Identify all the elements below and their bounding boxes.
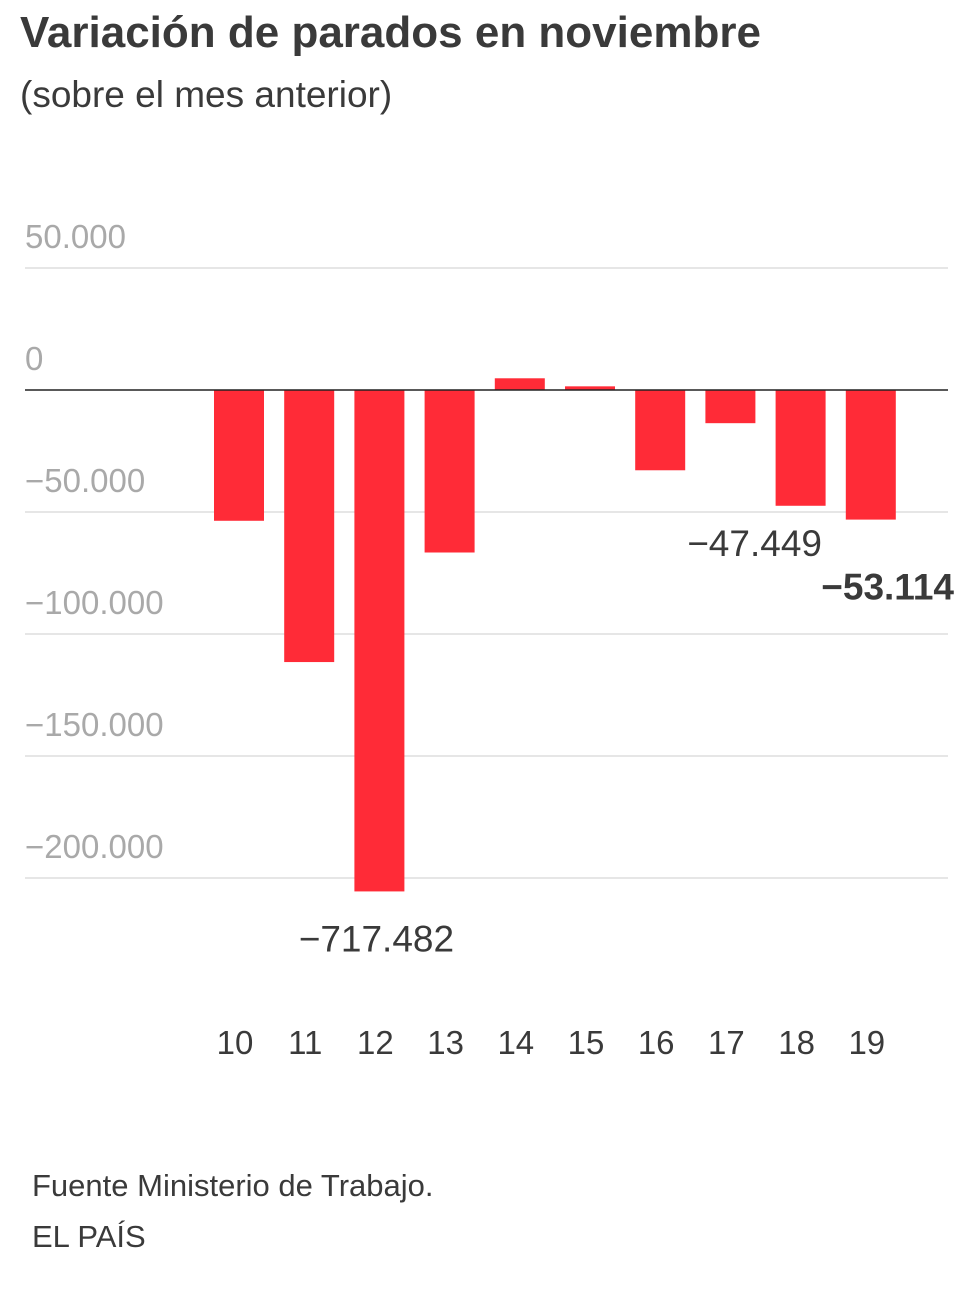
bar [354,390,405,892]
y-tick-label: −50.000 [25,462,145,499]
x-tick-label: 17 [708,1024,745,1061]
bar [424,390,475,553]
x-tick-label: 16 [638,1024,675,1061]
x-tick-label: 13 [427,1024,464,1061]
bar [775,390,826,506]
x-tick-label: 14 [497,1024,534,1061]
bar [565,386,615,390]
chart-title: Variación de parados en noviembre [20,8,761,57]
chart-subtitle: (sobre el mes anterior) [20,74,393,115]
y-tick-label: −100.000 [25,584,164,621]
x-tick-label: 19 [848,1024,885,1061]
y-tick-label: 50.000 [25,218,126,255]
bar-chart: 50.000 0 −50.000 −100.000 −150.000 −200.000 10… [25,218,954,1061]
data-label: −47.449 [687,523,822,564]
y-tick-label: −200.000 [25,828,164,865]
bar [705,390,756,424]
brand-label: EL PAÍS [32,1219,146,1254]
bar [635,390,686,471]
y-tick-label: −150.000 [25,706,164,743]
x-tick-label: 15 [568,1024,605,1061]
data-label: −717.482 [299,918,454,959]
bar [214,390,264,521]
data-label: −53.114 [821,567,954,608]
source-note: Fuente Ministerio de Trabajo. [32,1168,434,1203]
x-tick-label: 11 [288,1024,322,1061]
y-tick-label: 0 [25,340,43,377]
x-tick-label: 10 [217,1024,254,1061]
bar [845,390,896,520]
bar [284,390,335,663]
bar [494,378,545,390]
x-tick-label: 12 [357,1024,394,1061]
x-tick-label: 18 [778,1024,815,1061]
